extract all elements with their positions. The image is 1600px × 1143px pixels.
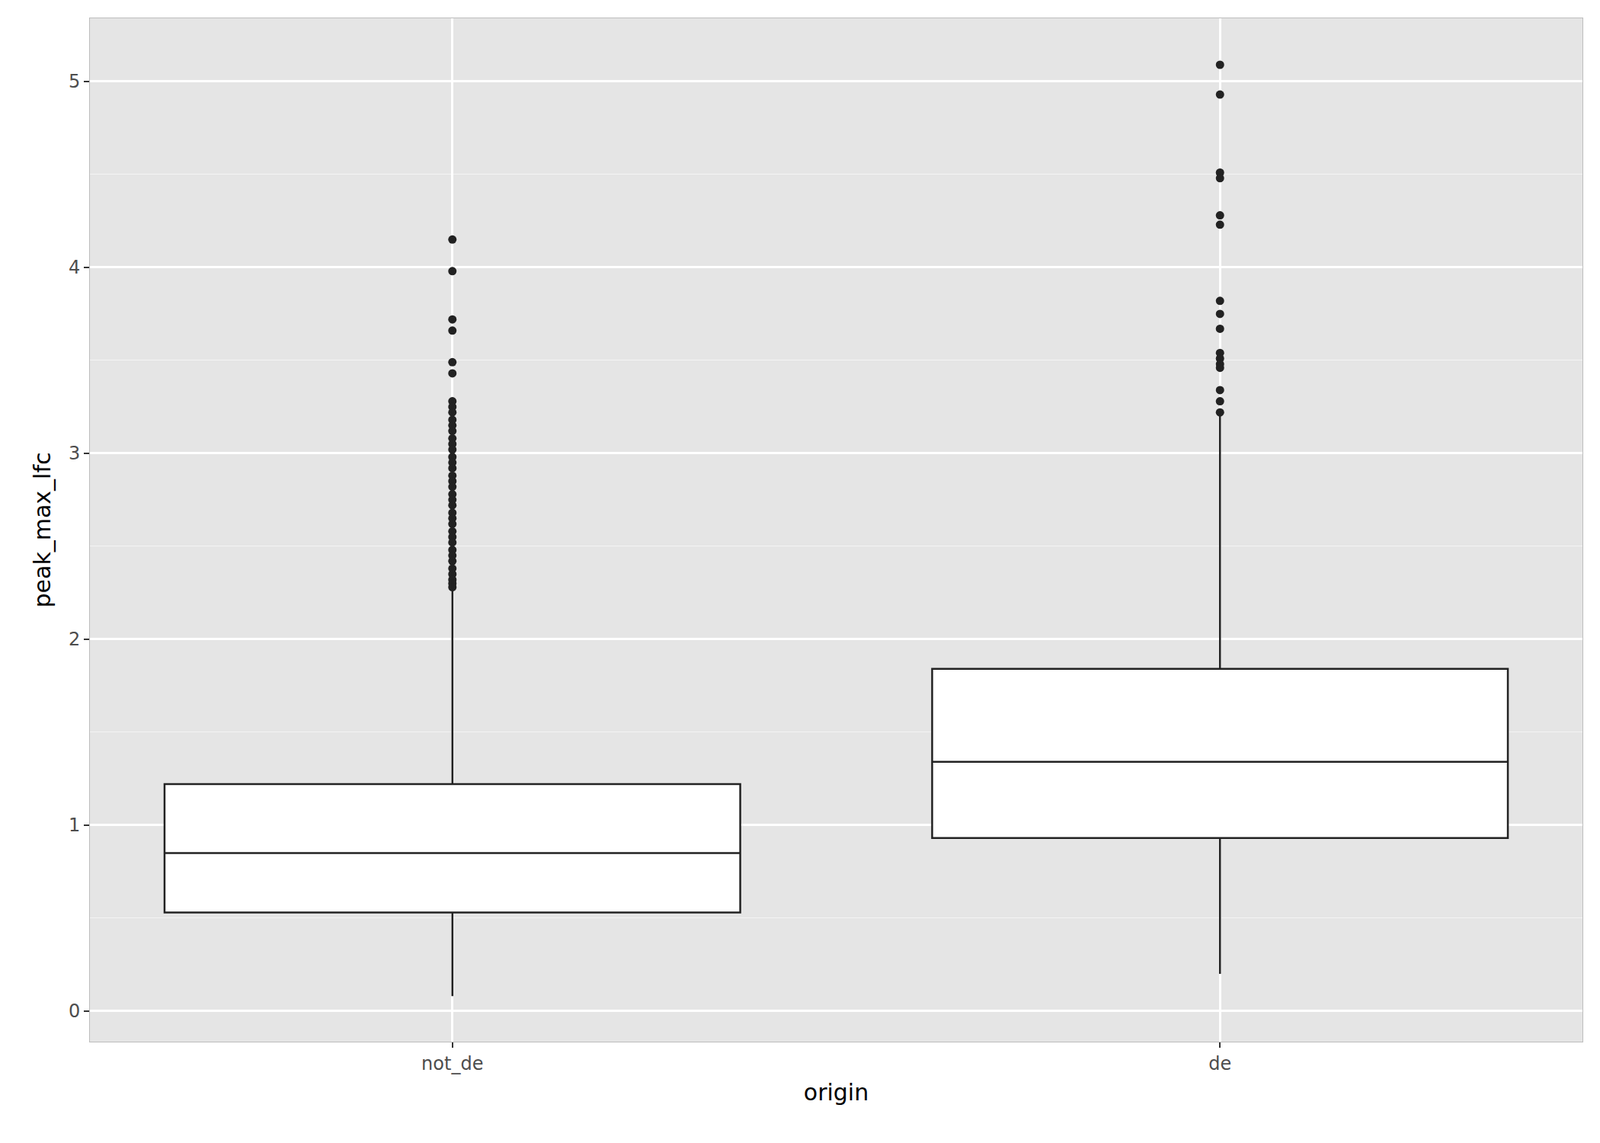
svg-text:4: 4	[68, 256, 80, 279]
svg-text:origin: origin	[803, 1078, 869, 1106]
svg-text:1: 1	[68, 814, 80, 836]
svg-text:2: 2	[68, 628, 80, 650]
svg-text:de: de	[1208, 1052, 1232, 1075]
svg-text:0: 0	[68, 1000, 80, 1022]
svg-text:not_de: not_de	[421, 1052, 484, 1075]
svg-text:peak_max_lfc: peak_max_lfc	[28, 451, 56, 608]
svg-text:3: 3	[68, 442, 80, 464]
svg-text:5: 5	[68, 70, 80, 93]
